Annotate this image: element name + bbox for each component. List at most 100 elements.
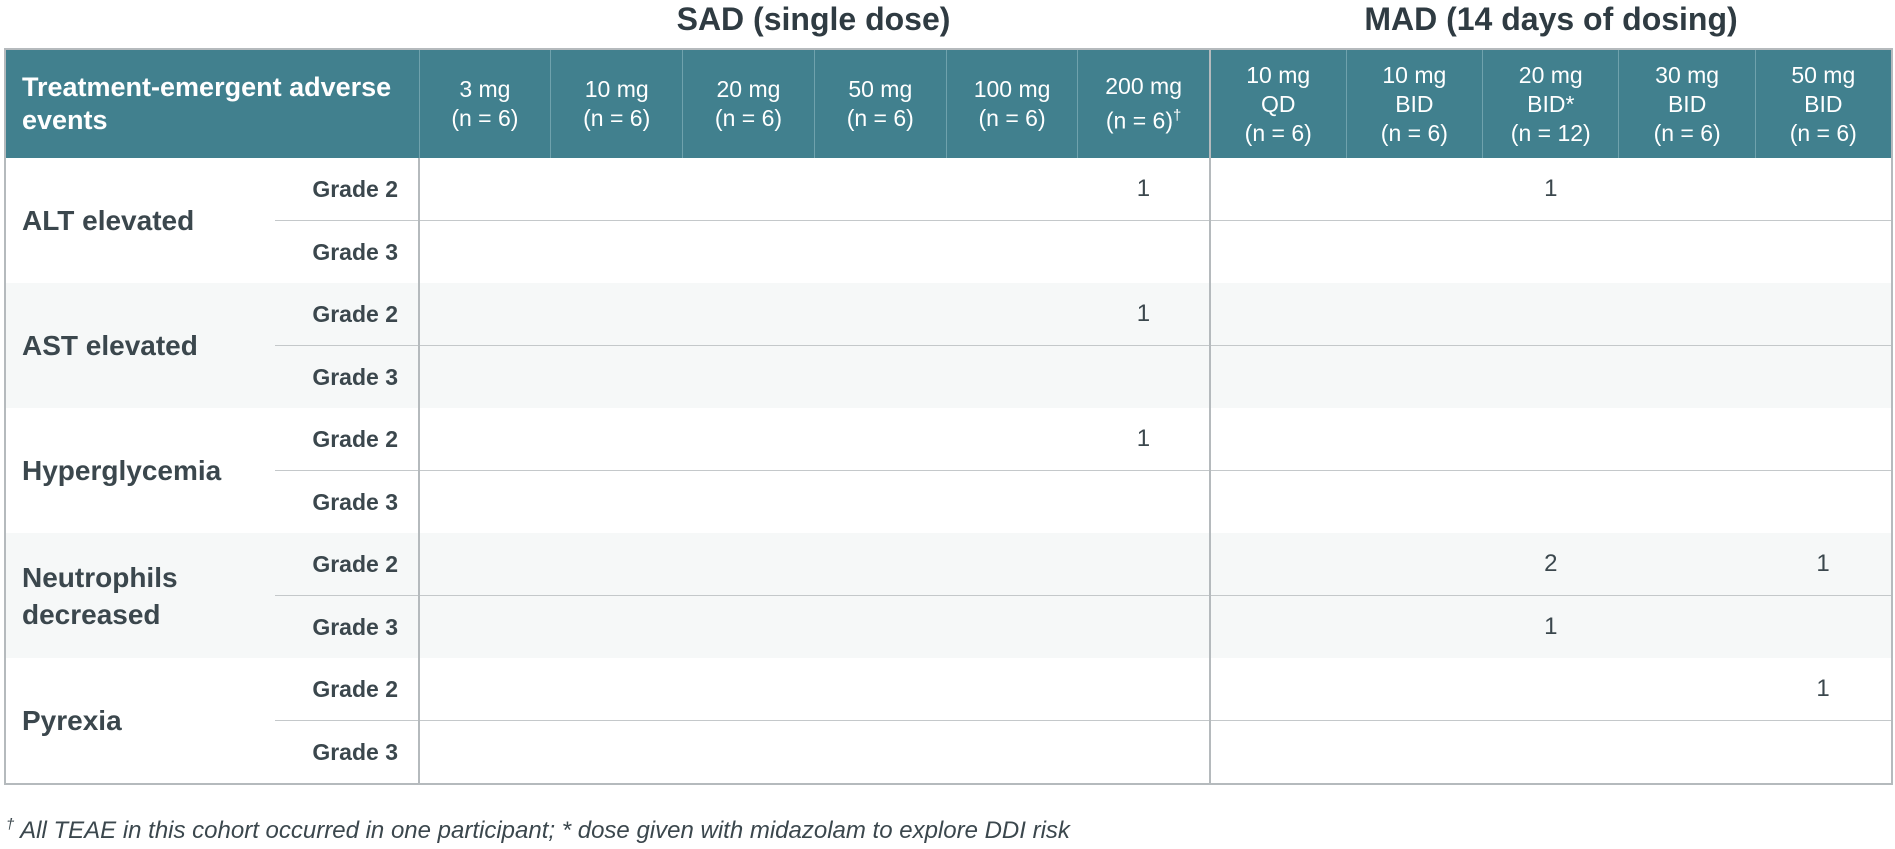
cell <box>814 533 947 596</box>
column-header-line: 10 mg <box>584 76 649 102</box>
cell <box>682 533 815 596</box>
cell <box>682 345 815 408</box>
column-header-line: (n = 6) <box>978 105 1046 131</box>
cell <box>550 283 683 346</box>
cell <box>1483 471 1619 534</box>
cell <box>814 221 946 284</box>
footnote-mark: † <box>6 816 15 833</box>
grade-label: Grade 3 <box>275 595 419 658</box>
cell <box>1618 283 1756 346</box>
column-header-line: 50 mg <box>848 76 913 102</box>
cell <box>1482 408 1619 471</box>
column-header-line: (n = 6) <box>1653 119 1721 146</box>
cell <box>1077 533 1210 596</box>
cell <box>946 158 1078 221</box>
column-header-line: (n = 6) <box>451 105 519 131</box>
cell <box>418 158 551 221</box>
column-header-line: 10 mg <box>1246 61 1311 88</box>
cell <box>814 471 946 534</box>
cell <box>1346 345 1483 408</box>
column-header-line: (n = 6)† <box>1105 107 1182 134</box>
cell <box>1483 721 1619 785</box>
cell: 1 <box>1755 533 1892 596</box>
corner-header: Treatment-emergent adverse events <box>5 49 419 158</box>
cell <box>682 408 815 471</box>
column-header-line: 50 mg <box>1791 61 1856 88</box>
header-row: Treatment-emergent adverse events 3 mg (n … <box>5 49 1892 158</box>
column-header-line: BID <box>1804 90 1843 117</box>
column-header-line: (n = 6) <box>583 105 651 131</box>
cell <box>1618 595 1756 658</box>
column-header-line: 3 mg <box>459 76 511 102</box>
table: Treatment-emergent adverse events 3 mg (n … <box>4 48 1893 785</box>
cell <box>946 408 1078 471</box>
cell <box>1346 158 1483 221</box>
cell <box>418 595 551 658</box>
row: AST elevated Grade 2 1 <box>5 283 1892 408</box>
cell <box>814 158 947 221</box>
column-header-line: BID <box>1667 90 1707 117</box>
grade-label: Grade 2 <box>275 658 419 721</box>
row: Grade 3 1 <box>5 595 1892 658</box>
cell <box>550 595 683 658</box>
cell <box>1618 533 1756 596</box>
cell <box>1346 595 1483 658</box>
cell <box>946 345 1078 408</box>
cell <box>418 470 551 533</box>
column-header-line: 10 mg <box>1382 61 1447 88</box>
cell <box>1208 595 1347 658</box>
cell <box>1208 283 1347 346</box>
cell <box>1208 345 1347 408</box>
cell <box>1482 283 1619 346</box>
cell <box>946 471 1078 534</box>
cell <box>1755 721 1891 785</box>
cell <box>1755 221 1891 284</box>
cell <box>1755 345 1892 408</box>
cell <box>682 595 815 658</box>
cell <box>1346 408 1483 471</box>
footnote-text: All TEAE in this cohort occurred in one … <box>20 817 1070 844</box>
cell <box>1618 658 1756 721</box>
cell <box>946 533 1078 596</box>
column-header-line: (n = 6) <box>1244 119 1312 146</box>
cell <box>946 721 1078 785</box>
cell <box>1346 658 1483 721</box>
cell <box>1208 533 1347 596</box>
cell <box>1078 721 1210 785</box>
footnote: † All TEAE in this cohort occurred in on… <box>6 816 1070 845</box>
cell <box>1619 721 1755 785</box>
cell <box>418 658 551 721</box>
column-header-line: BID* <box>1527 90 1575 117</box>
column-header-line: (n = 6) <box>846 105 914 131</box>
cell <box>1346 721 1482 785</box>
column-header-line: (n = 12) <box>1510 119 1591 146</box>
cell <box>814 345 947 408</box>
row: Grade 3 <box>5 470 1892 534</box>
cell <box>551 721 683 785</box>
column-header: 30 mg BID (n = 6) <box>1618 49 1756 158</box>
cell <box>551 221 683 284</box>
cell <box>1346 283 1483 346</box>
group-header: SAD (single dose) <box>676 1 951 37</box>
column-header: 200 mg (n = 6)† <box>1077 49 1210 158</box>
column-header-line: 100 mg <box>973 76 1051 102</box>
cell: 1 <box>1482 158 1619 221</box>
cell <box>682 283 815 346</box>
column-header: 20 mg BID* (n = 12) <box>1482 49 1619 158</box>
cell <box>418 220 551 283</box>
cell: 2 <box>1482 533 1619 596</box>
cell <box>814 283 947 346</box>
cell <box>946 658 1078 721</box>
row: Grade 3 <box>5 220 1892 284</box>
column-header: 10 mg BID (n = 6) <box>1345 49 1483 158</box>
cell <box>550 533 683 596</box>
column-header-line: 20 mg <box>1518 61 1583 88</box>
cell <box>814 408 947 471</box>
column-header-line: 20 mg <box>716 76 781 102</box>
row: Grade 3 <box>5 720 1892 785</box>
cell <box>814 721 946 785</box>
column-header-line: (n = 6) <box>714 105 783 131</box>
cell <box>1346 221 1482 284</box>
row: Grade 3 <box>5 345 1892 408</box>
